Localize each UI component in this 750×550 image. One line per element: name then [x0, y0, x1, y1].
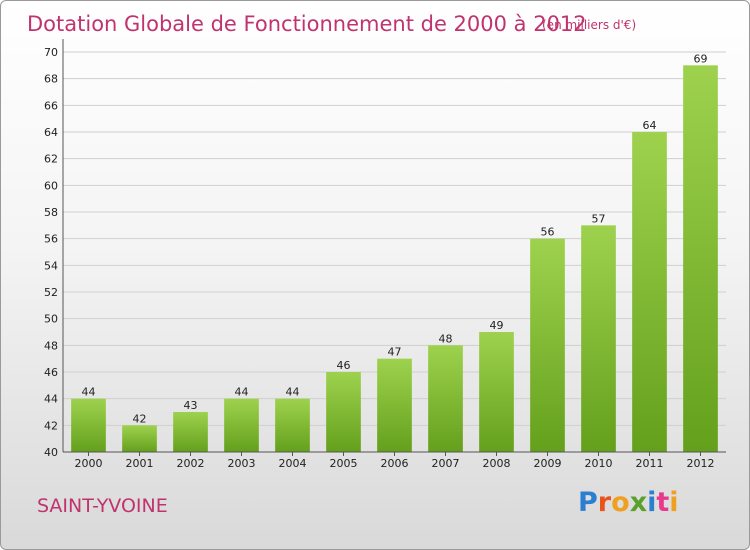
x-tick-label-2009: 2009	[534, 457, 562, 470]
bar-2003	[224, 398, 259, 452]
value-label-2007: 48	[439, 332, 453, 345]
chart-title: Dotation Globale de Fonctionnement de 20…	[27, 12, 587, 36]
proxiti-logo: Proxiti	[578, 487, 679, 518]
logo-letter: o	[611, 487, 630, 518]
y-tick-label: 40	[44, 446, 58, 459]
y-tick-label: 48	[44, 339, 58, 352]
grid-lines	[63, 51, 726, 453]
commune-name: SAINT-YVOINE	[37, 495, 168, 517]
value-label-2009: 56	[541, 226, 555, 239]
bar-2000	[71, 398, 106, 452]
value-label-2005: 46	[337, 359, 351, 372]
logo-letter: t	[656, 487, 670, 518]
y-tick-label: 68	[44, 73, 58, 86]
bar-2006	[377, 358, 412, 452]
x-tick-label-2005: 2005	[330, 457, 358, 470]
value-label-2012: 69	[694, 52, 708, 65]
x-tick-label-2002: 2002	[177, 457, 205, 470]
logo-letter: i	[647, 487, 657, 518]
x-tick-labels: 2000 2001 2002 2003 2004 2005 2006 2007 2008 2009…	[75, 452, 715, 470]
x-tick-label-2003: 2003	[228, 457, 256, 470]
x-tick-label-2011: 2011	[636, 457, 664, 470]
logo-letter: x	[629, 487, 648, 518]
y-tick-label: 66	[44, 99, 58, 112]
bar-2001	[122, 425, 157, 452]
y-tick-label: 60	[44, 179, 58, 192]
value-label-2008: 49	[490, 319, 504, 332]
y-tick-labels: 40 42 44 46 48 50 52 54 56 58 60 62 64 66 68 70	[44, 46, 58, 459]
value-label-2010: 57	[592, 212, 606, 225]
bar-2004	[275, 398, 310, 452]
bar-2009	[530, 238, 565, 452]
x-tick-label-2006: 2006	[381, 457, 409, 470]
y-tick-label: 64	[44, 126, 58, 139]
y-tick-label: 58	[44, 206, 58, 219]
bar-2010	[581, 225, 616, 452]
value-labels: 44 42 43 44 44 46 47 48 49 56 57 64 69	[82, 52, 708, 425]
y-tick-label: 56	[44, 233, 58, 246]
value-label-2003: 44	[235, 386, 249, 399]
x-tick-label-2000: 2000	[75, 457, 103, 470]
value-label-2006: 47	[388, 346, 402, 359]
y-tick-label: 50	[44, 313, 58, 326]
bars	[71, 65, 718, 452]
y-tick-label: 62	[44, 153, 58, 166]
value-label-2002: 43	[184, 399, 198, 412]
logo-letter: P	[578, 487, 598, 518]
x-tick-label-2004: 2004	[279, 457, 307, 470]
bar-2011	[632, 132, 667, 452]
value-label-2004: 44	[286, 386, 300, 399]
chart-unit: (en milliers d'€)	[542, 18, 636, 32]
bar-2005	[326, 372, 361, 452]
y-tick-label: 44	[44, 393, 58, 406]
x-tick-label-2001: 2001	[126, 457, 154, 470]
value-label-2011: 64	[643, 119, 657, 132]
x-tick-label-2007: 2007	[432, 457, 460, 470]
bar-2002	[173, 412, 208, 452]
bar-2007	[428, 345, 463, 452]
bar-2008	[479, 332, 514, 452]
value-label-2001: 42	[133, 412, 147, 425]
x-tick-label-2012: 2012	[687, 457, 715, 470]
bar-2012	[683, 65, 718, 452]
x-tick-label-2010: 2010	[585, 457, 613, 470]
x-tick-label-2008: 2008	[483, 457, 511, 470]
y-tick-label: 70	[44, 46, 58, 59]
logo-letter: r	[597, 487, 612, 518]
y-tick-label: 42	[44, 419, 58, 432]
logo-letter: i	[669, 487, 679, 518]
y-tick-label: 46	[44, 366, 58, 379]
y-tick-label: 54	[44, 259, 58, 272]
y-tick-label: 52	[44, 286, 58, 299]
value-label-2000: 44	[82, 386, 96, 399]
